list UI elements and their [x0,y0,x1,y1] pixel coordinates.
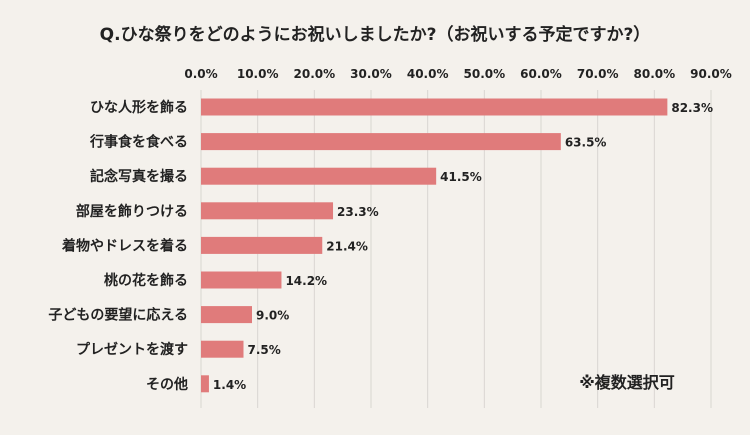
data-label: 82.3% [671,101,713,115]
data-label: 21.4% [326,239,368,253]
x-tick-label: 80.0% [634,67,676,81]
bar [201,98,668,116]
chart-title: Q.ひな祭りをどのようにお祝いしましたか?（お祝いする予定ですか?） [100,24,651,45]
data-label: 9.0% [256,309,289,323]
data-labels: 82.3% 63.5% 41.5% 23.3% 21.4% 14.2% 9.0% 7.5% 1.… [213,101,713,392]
x-tick-label: 40.0% [407,67,449,81]
data-label: 63.5% [565,136,607,150]
bar [201,340,244,358]
data-label: 41.5% [440,170,482,184]
category-label: ひな人形を飾る [90,99,188,116]
x-axis-ticks: 0.0% 10.0% 20.0% 30.0% 40.0% 50.0% 60.0% 70.0% 8… [184,67,731,81]
x-tick-label: 60.0% [520,67,562,81]
category-label: 記念写真を撮る [90,168,188,185]
category-labels: ひな人形を飾る行事食を食べる記念写真を撮る部屋を飾りつける着物やドレスを着る桃の… [48,99,188,393]
bar [201,236,323,254]
bars [201,98,668,393]
x-tick-label: 90.0% [690,67,732,81]
x-tick-label: 10.0% [237,67,279,81]
data-label: 14.2% [285,274,327,288]
category-label: 行事食を食べる [89,134,188,151]
category-label: 子どもの要望に応える [48,307,188,324]
multiple-choice-note: ※複数選択可 [579,373,675,392]
bar [201,167,437,185]
x-tick-label: 70.0% [577,67,619,81]
x-tick-label: 0.0% [184,67,217,81]
category-label: その他 [146,376,188,393]
bar [201,375,209,393]
category-label: 桃の花を飾る [104,272,188,289]
x-tick-label: 30.0% [350,67,392,81]
data-label: 1.4% [213,378,246,392]
bar [201,306,252,324]
x-tick-label: 20.0% [294,67,336,81]
bar [201,133,561,151]
category-label: 部屋を飾りつける [76,203,188,220]
category-label: プレゼントを渡す [76,341,188,358]
x-tick-label: 50.0% [464,67,506,81]
data-label: 23.3% [337,205,379,219]
bar [201,202,334,220]
data-label: 7.5% [248,343,281,357]
category-label: 着物やドレスを着る [61,237,188,254]
bar [201,271,282,289]
